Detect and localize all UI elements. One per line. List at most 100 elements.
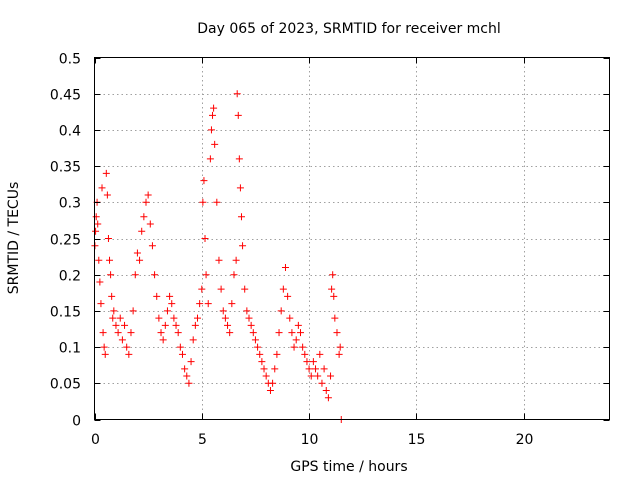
data-point <box>176 343 184 351</box>
data-point <box>309 358 317 366</box>
data-point <box>271 365 279 373</box>
data-point <box>95 256 103 264</box>
data-point <box>110 307 118 315</box>
data-point <box>138 227 146 235</box>
data-point <box>103 191 111 199</box>
data-point <box>234 111 242 119</box>
data-point <box>277 307 285 315</box>
data-point <box>275 329 283 337</box>
data-point <box>230 271 238 279</box>
data-point <box>318 379 326 387</box>
data-point <box>258 358 266 366</box>
y-tick-label: 0.3 <box>59 196 81 212</box>
data-point <box>151 271 159 279</box>
data-point <box>194 314 201 322</box>
y-tick-label: 0.05 <box>50 377 81 393</box>
data-point <box>198 285 206 293</box>
data-point <box>187 358 195 366</box>
data-point <box>92 227 100 235</box>
x-tick-label: 15 <box>408 432 426 448</box>
data-point <box>224 321 232 329</box>
data-point <box>328 285 336 293</box>
data-point <box>133 249 141 257</box>
data-point <box>297 329 304 337</box>
data-point <box>148 242 156 250</box>
data-point <box>204 300 212 308</box>
y-tick-label: 0.5 <box>59 52 81 68</box>
data-point <box>102 169 110 177</box>
data-point <box>273 350 281 358</box>
data-point <box>161 321 169 329</box>
data-point <box>163 307 171 315</box>
axis-tick-labels: 0 0.05 0.1 0.15 0.2 0.25 0.3 0.35 0.4 0.45 0.5 0 5 10… <box>50 52 534 449</box>
data-point <box>153 292 161 300</box>
y-tick-label: 0.2 <box>59 269 81 285</box>
data-point <box>94 220 102 228</box>
data-point <box>178 350 186 358</box>
data-point <box>209 111 217 119</box>
y-tick-label: 0.4 <box>59 124 81 140</box>
data-point <box>100 343 108 351</box>
data-point <box>221 314 229 322</box>
data-point <box>166 292 174 300</box>
data-point <box>108 292 116 300</box>
data-point <box>226 329 234 337</box>
data-point <box>142 198 150 206</box>
data-point <box>210 104 218 112</box>
data-point <box>316 350 324 358</box>
chart-title: Day 065 of 2023, SRMTID for receiver mch… <box>197 21 501 37</box>
data-point <box>183 372 191 380</box>
data-point <box>92 213 100 221</box>
data-point <box>146 220 154 228</box>
data-point <box>281 263 289 271</box>
data-point <box>217 285 225 293</box>
data-point <box>243 307 251 315</box>
data-point <box>327 372 335 380</box>
data-point <box>99 329 107 337</box>
data-point <box>336 343 344 351</box>
data-point <box>236 184 244 192</box>
data-point <box>301 350 309 358</box>
data-point <box>299 343 307 351</box>
data-point <box>96 278 104 286</box>
data-point <box>159 336 167 344</box>
data-point <box>247 321 255 329</box>
data-point <box>331 314 339 322</box>
data-point <box>330 292 338 300</box>
data-point <box>206 155 214 163</box>
data-point <box>106 256 114 264</box>
data-point <box>260 365 268 373</box>
data-point <box>172 321 180 329</box>
x-tick-label: 5 <box>198 432 207 448</box>
data-point <box>269 379 277 387</box>
data-point <box>112 321 120 329</box>
data-point <box>233 90 241 98</box>
data-point <box>232 256 240 264</box>
y-tick-label: 0.35 <box>50 160 81 176</box>
data-point <box>101 350 109 358</box>
data-point <box>136 256 144 264</box>
y-tick-label: 0 <box>72 414 81 430</box>
data-point <box>333 329 341 337</box>
data-point <box>189 336 197 344</box>
data-point <box>114 329 122 337</box>
data-point <box>335 350 343 358</box>
data-point <box>324 394 332 402</box>
data-point <box>199 198 207 206</box>
data-point <box>251 336 259 344</box>
x-tick-label: 20 <box>516 432 534 448</box>
data-point <box>125 350 133 358</box>
data-point <box>320 365 328 373</box>
data-point <box>201 235 209 242</box>
y-tick-label: 0.15 <box>50 305 81 321</box>
data-point <box>98 184 106 192</box>
data-point <box>312 365 320 373</box>
data-point <box>284 292 292 300</box>
grid <box>94 57 610 420</box>
data-point <box>239 242 247 250</box>
data-point <box>185 379 193 387</box>
data-point <box>329 271 337 279</box>
x-axis-label: GPS time / hours <box>290 459 407 475</box>
axis-ticks <box>94 57 610 421</box>
data-point <box>235 155 243 163</box>
